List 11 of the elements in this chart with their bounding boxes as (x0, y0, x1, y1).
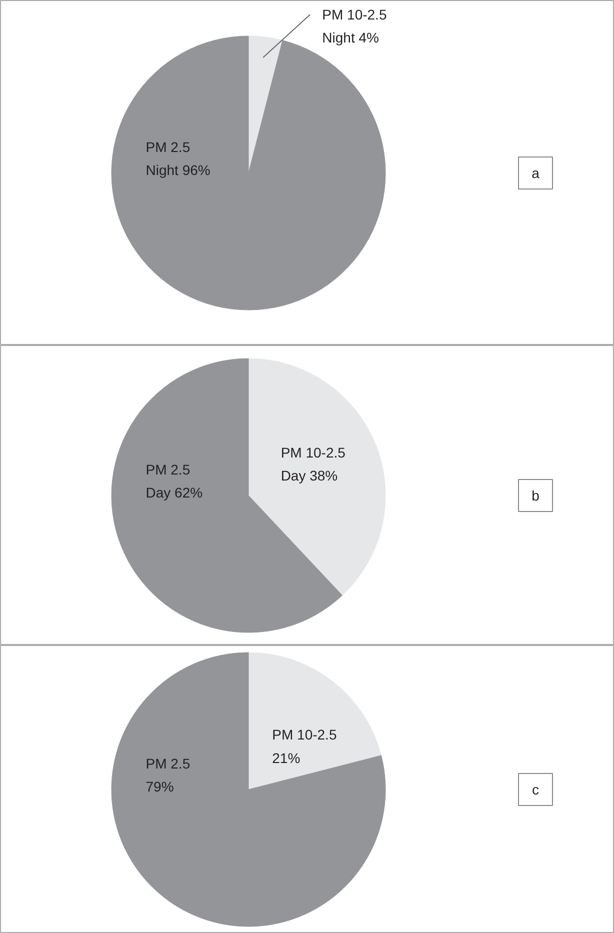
slice-label: PM 10-2.5 (272, 726, 337, 743)
text: c (532, 782, 539, 798)
data-label: 79% (146, 778, 174, 794)
slice-label: PM 2.5 Night 96% (146, 138, 210, 178)
slice-label: PM 10-2.5 Night 4% (322, 6, 387, 46)
text: b (532, 488, 540, 504)
slice-label: PM 2.5 Day 62% (146, 461, 203, 500)
text: a (532, 165, 540, 181)
slice-label: PM 2.5 (146, 755, 190, 772)
data-label: 21% (272, 750, 300, 766)
slice-label: PM 10-2.5 Day 38% (280, 444, 346, 484)
